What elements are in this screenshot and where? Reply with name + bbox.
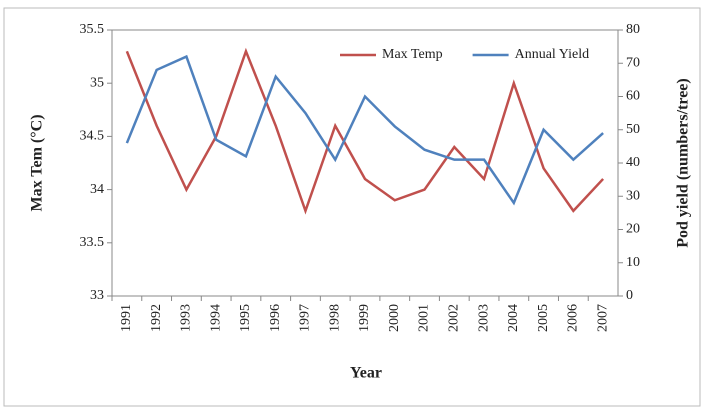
- y-tick-label: 35: [90, 75, 104, 90]
- x-tick-label: 1993: [179, 304, 194, 332]
- x-tick-label: 2004: [506, 304, 521, 332]
- y2-tick-label: 60: [626, 89, 640, 104]
- x-tick-label: 2006: [566, 304, 581, 332]
- y2-tick-label: 80: [626, 22, 640, 37]
- y2-tick-label: 30: [626, 188, 640, 203]
- y-tick-label: 35.5: [80, 22, 105, 37]
- x-tick-label: 2001: [417, 304, 432, 332]
- x-tick-label: 2002: [447, 304, 462, 332]
- y-tick-label: 33: [90, 288, 104, 303]
- x-tick-label: 1996: [268, 304, 283, 332]
- y-tick-label: 34.5: [80, 129, 105, 144]
- x-tick-label: 2005: [536, 304, 551, 332]
- x-tick-label: 2003: [476, 304, 491, 332]
- y-tick-label: 33.5: [80, 235, 105, 250]
- x-tick-label: 1999: [357, 304, 372, 332]
- legend-label: Max Temp: [382, 47, 443, 62]
- series-line: [125, 54, 604, 206]
- x-axis-title: Year: [350, 365, 382, 382]
- x-tick-label: 1991: [119, 304, 134, 332]
- y2-tick-label: 40: [626, 155, 640, 170]
- y2-tick-label: 70: [626, 55, 640, 70]
- x-tick-label: 1992: [149, 304, 164, 332]
- y-axis-title: Max Tem (°C): [29, 114, 46, 211]
- series-line: [125, 47, 605, 215]
- y2-tick-label: 20: [626, 222, 640, 237]
- y2-tick-label: 50: [626, 122, 640, 137]
- x-tick-label: 1998: [327, 304, 342, 332]
- y2-tick-label: 10: [626, 255, 640, 270]
- y-tick-label: 34: [90, 182, 104, 197]
- x-tick-label: 2007: [595, 304, 610, 332]
- x-tick-label: 1995: [238, 304, 253, 332]
- x-tick-label: 1997: [298, 304, 313, 332]
- chart-frame: [3, 7, 701, 407]
- legend-label: Annual Yield: [515, 47, 590, 62]
- y2-tick-label: 0: [626, 288, 633, 303]
- x-tick-label: 1994: [208, 304, 223, 332]
- x-tick-label: 2000: [387, 304, 402, 332]
- y2-axis-title: Pod yield (numbers/tree): [675, 78, 692, 247]
